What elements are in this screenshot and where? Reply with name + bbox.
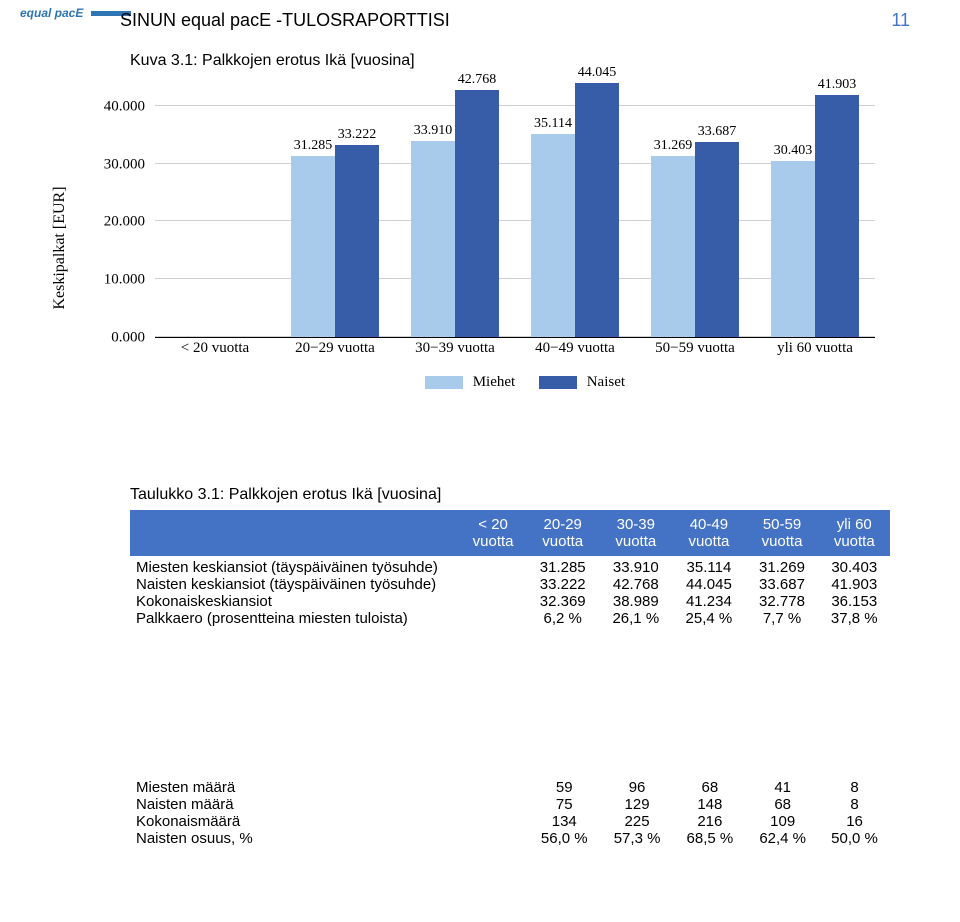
bar-miehet [291, 156, 335, 337]
bar-miehet [531, 134, 575, 337]
page-number: 11 [891, 10, 910, 31]
bar-naiset [695, 142, 739, 337]
bar-label: 33.222 [327, 127, 387, 143]
table-cell: 881650,0 % [819, 776, 890, 850]
y-axis-label: Keskipalkat [EUR] [51, 186, 69, 309]
table-header-cell: 20-29 vuotta [526, 510, 599, 556]
bar-miehet [651, 156, 695, 337]
table-header-cell: < 20 vuotta [460, 510, 526, 556]
bar-label: 42.768 [447, 72, 507, 88]
table-cell [460, 776, 528, 850]
y-tick-label: 20.000 [104, 214, 145, 231]
page: equal pacE SINUN equal pacE -TULOSRAPORT… [0, 0, 960, 922]
bar-label: 44.045 [567, 65, 627, 81]
legend: Miehet Naiset [155, 374, 875, 391]
table-cell: 597513456,0 % [528, 776, 601, 850]
table-2: < 20 vuotta20-29 vuotta30-39 vuotta40-49… [130, 776, 890, 850]
plot-area: 31.28533.22233.91042.76835.11444.04531.2… [155, 78, 875, 338]
bar-naiset [455, 90, 499, 337]
bar-miehet [411, 141, 455, 337]
bar-label: 33.910 [403, 123, 463, 139]
table-header-cell: yli 60 vuotta [819, 510, 890, 556]
table-1: < 20 vuotta20-29 vuotta30-39 vuotta40-49… [130, 510, 890, 630]
table-cell: 33.91042.76838.98926,1 % [599, 556, 672, 630]
table-cell: 31.28533.22232.3696,2 % [526, 556, 599, 630]
figure-title: Kuva 3.1: Palkkojen erotus Ikä [vuosina] [130, 52, 415, 70]
table-row: Miesten keskiansiot (täyspäiväinen työsu… [130, 556, 890, 630]
table-title: Taulukko 3.1: Palkkojen erotus Ikä [vuos… [130, 486, 441, 504]
bar-naiset [335, 145, 379, 337]
y-tick-label: 0.000 [111, 330, 145, 347]
bar-label: 33.687 [687, 124, 747, 140]
x-tick-label: 20−29 vuotta [275, 340, 395, 357]
table-cell: 416810962,4 % [746, 776, 819, 850]
y-ticks: 0.00010.00020.00030.00040.000 [90, 78, 145, 338]
table-row-label: Miesten määräNaisten määräKokonaismääräN… [130, 776, 460, 850]
table-header-cell: 30-39 vuotta [599, 510, 672, 556]
x-tick-label: < 20 vuotta [155, 340, 275, 357]
bar-label: 31.269 [643, 138, 703, 154]
bar-miehet [771, 161, 815, 337]
legend-label-naiset: Naiset [587, 374, 625, 390]
x-tick-label: 40−49 vuotta [515, 340, 635, 357]
gridline [155, 336, 875, 337]
x-tick-label: 30−39 vuotta [395, 340, 515, 357]
legend-swatch-miehet [425, 376, 463, 389]
gridline [155, 105, 875, 106]
table-cell: 9612922557,3 % [601, 776, 674, 850]
table-row: Miesten määräNaisten määräKokonaismääräN… [130, 776, 890, 850]
doc-title: SINUN equal pacE -TULOSRAPORTTISI [120, 10, 450, 31]
legend-swatch-naiset [539, 376, 577, 389]
table-header-cell: 50-59 vuotta [745, 510, 818, 556]
table-cell: 30.40341.90336.15337,8 % [819, 556, 890, 630]
x-tick-label: 50−59 vuotta [635, 340, 755, 357]
x-tick-label: yli 60 vuotta [755, 340, 875, 357]
table-row-label: Miesten keskiansiot (täyspäiväinen työsu… [130, 556, 460, 630]
y-tick-label: 40.000 [104, 98, 145, 115]
y-tick-label: 10.000 [104, 272, 145, 289]
bar-label: 30.403 [763, 143, 823, 159]
table-header-row: < 20 vuotta20-29 vuotta30-39 vuotta40-49… [130, 510, 890, 556]
gridline [155, 163, 875, 164]
logo: equal pacE [20, 6, 131, 20]
y-tick-label: 30.000 [104, 156, 145, 173]
gridline [155, 278, 875, 279]
bar-chart: Keskipalkat [EUR] 0.00010.00020.00030.00… [60, 78, 890, 418]
table-cell [460, 556, 526, 630]
table-cell: 6814821668,5 % [673, 776, 746, 850]
bar-naiset [815, 95, 859, 337]
table-cell: 31.26933.68732.7787,7 % [745, 556, 818, 630]
bar-label: 35.114 [523, 116, 583, 132]
table-cell: 35.11444.04541.23425,4 % [672, 556, 745, 630]
logo-text: equal pacE [20, 6, 83, 20]
bar-label: 41.903 [807, 77, 867, 93]
bar-naiset [575, 83, 619, 337]
table-header-cell [130, 510, 460, 556]
table-header-cell: 40-49 vuotta [672, 510, 745, 556]
legend-label-miehet: Miehet [473, 374, 516, 390]
gridline [155, 220, 875, 221]
